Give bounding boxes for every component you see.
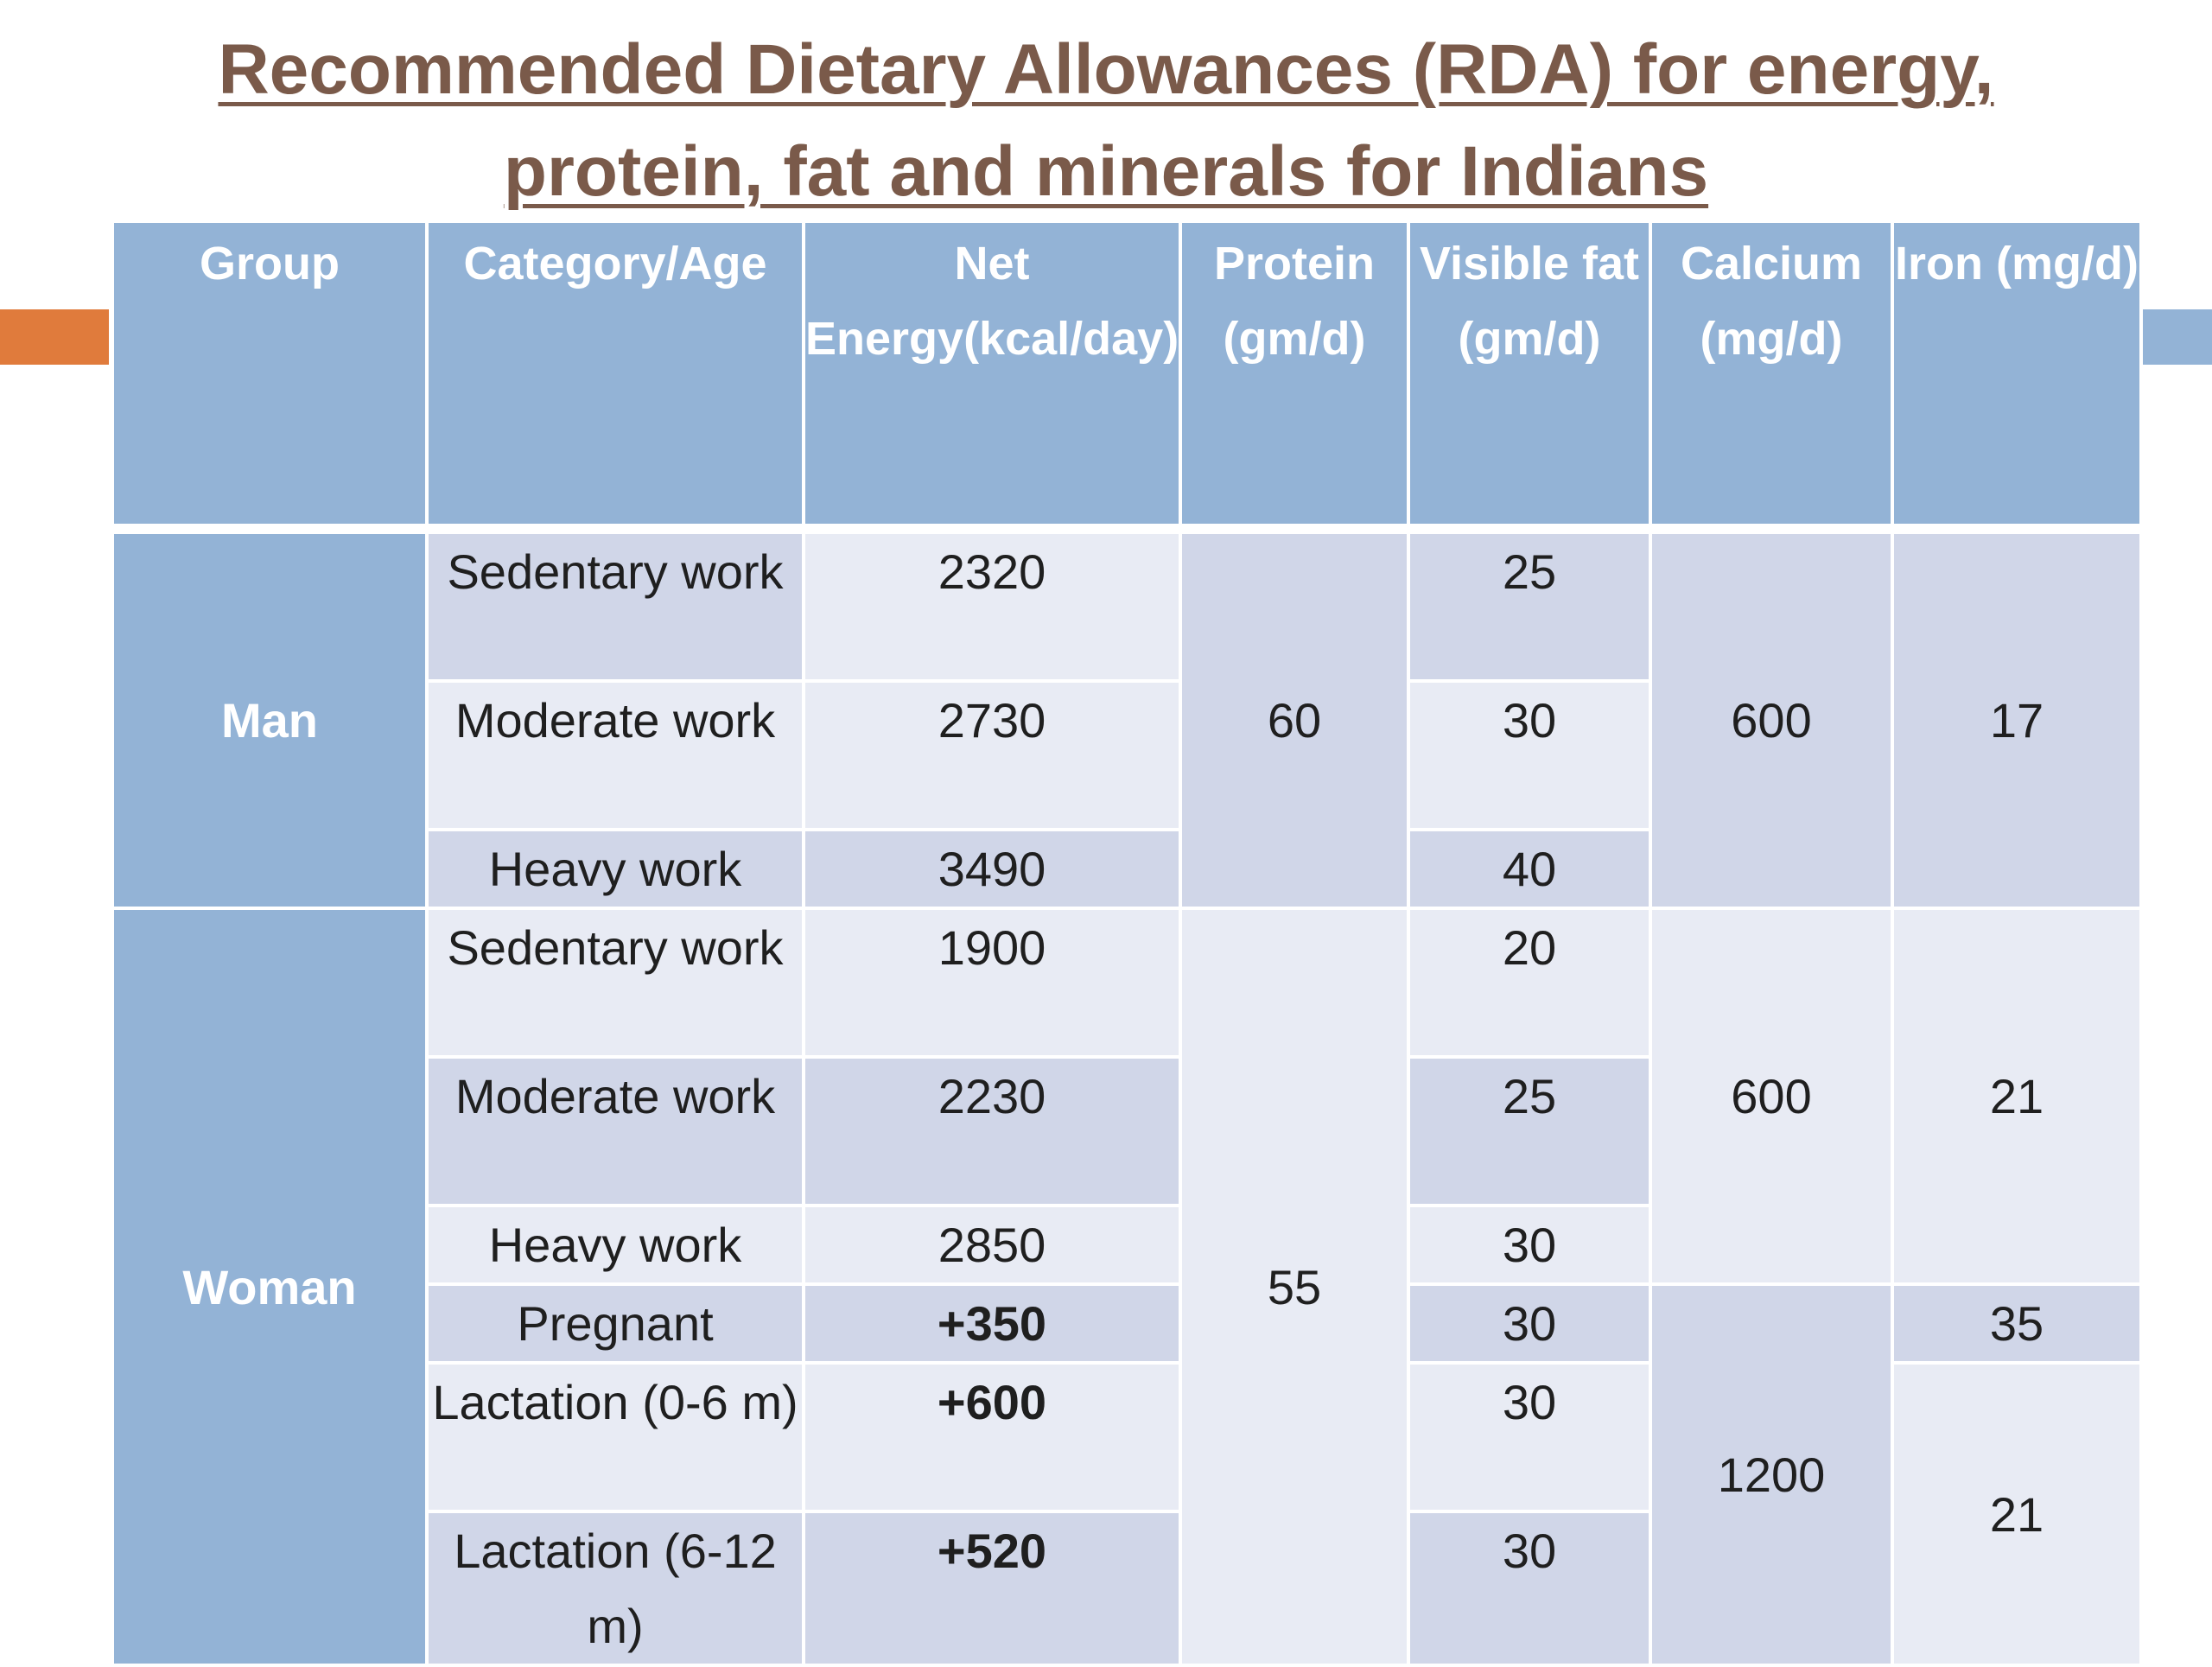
- iron-cell: 21: [1891, 907, 2143, 1286]
- page-title: Recommended Dietary Allowances (RDA) for…: [0, 19, 2212, 223]
- calcium-cell: 600: [1649, 527, 1894, 910]
- table-row: Heavy work 3490 40: [112, 828, 2141, 910]
- iron-cell: 35: [1891, 1282, 2143, 1365]
- table-row: Lactation (0-6 m) +600 30 21: [112, 1361, 2143, 1667]
- header-iron: Iron (mg/d): [1891, 220, 2143, 531]
- group-man: Man: [111, 527, 429, 910]
- energy-cell: 1900: [802, 907, 1182, 1059]
- fat-cell: 30: [1407, 1282, 1652, 1365]
- iron-cell: 17: [1891, 527, 2143, 910]
- fat-cell: 25: [1407, 527, 1652, 683]
- category-cell: Heavy work: [425, 828, 805, 910]
- table-row: Moderate work 2730 30: [112, 679, 2141, 831]
- header-energy: Net Energy(kcal/day): [802, 220, 1182, 531]
- table-row: Lactation (6-12 m) +520 30: [112, 1510, 2141, 1667]
- table-row: Heavy work 2850 30: [112, 1204, 2141, 1286]
- fat-cell: 40: [1407, 828, 1652, 910]
- fat-cell: 20: [1407, 907, 1652, 1059]
- energy-cell: +350: [802, 1282, 1182, 1365]
- protein-cell: 55: [1179, 907, 1410, 1667]
- fat-cell: 25: [1407, 1055, 1652, 1207]
- header-group: Group: [111, 220, 429, 531]
- fat-cell: 30: [1407, 1510, 1652, 1667]
- category-cell: Lactation (0-6 m): [425, 1361, 805, 1513]
- table-row: Pregnant +350 30 1200 35: [112, 1282, 2143, 1667]
- category-cell: Pregnant: [425, 1282, 805, 1365]
- energy-cell: 2850: [802, 1204, 1182, 1286]
- header-fat: Visible fat (gm/d): [1407, 220, 1652, 531]
- title-line-1: Recommended Dietary Allowances (RDA) for…: [218, 30, 1994, 109]
- calcium-cell: 600: [1649, 907, 1894, 1286]
- fat-cell: 30: [1407, 679, 1652, 831]
- calcium-cell: 1200: [1649, 1282, 1894, 1667]
- category-cell: Moderate work: [425, 679, 805, 831]
- energy-cell: 2730: [802, 679, 1182, 831]
- rda-table: Group Category/Age Net Energy(kcal/day) …: [111, 220, 2143, 1667]
- energy-cell: 2320: [802, 527, 1182, 683]
- header-protein: Protein (gm/d): [1179, 220, 1410, 531]
- header-category: Category/Age: [425, 220, 805, 531]
- category-cell: Moderate work: [425, 1055, 805, 1207]
- category-cell: Sedentary work: [425, 907, 805, 1059]
- energy-cell: 3490: [802, 828, 1182, 910]
- iron-cell: 21: [1891, 1361, 2143, 1667]
- energy-cell: +520: [802, 1510, 1182, 1667]
- energy-cell: +600: [802, 1361, 1182, 1513]
- group-woman: Woman: [111, 907, 429, 1667]
- table-row: Woman Sedentary work 1900 55 20 600 21: [111, 907, 2143, 1667]
- category-cell: Lactation (6-12 m): [425, 1510, 805, 1667]
- blue-accent-bar: [2139, 309, 2212, 365]
- header-row: Group Category/Age Net Energy(kcal/day) …: [111, 220, 2143, 531]
- fat-cell: 30: [1407, 1361, 1652, 1513]
- fat-cell: 30: [1407, 1204, 1652, 1286]
- category-cell: Heavy work: [425, 1204, 805, 1286]
- protein-cell: 60: [1179, 527, 1410, 910]
- title-line-2: protein, fat and minerals for Indians: [503, 132, 1709, 211]
- header-calcium: Calcium (mg/d): [1649, 220, 1894, 531]
- orange-accent-bar: [0, 309, 109, 365]
- table-row: Moderate work 2230 25: [112, 1055, 2141, 1207]
- energy-cell: 2230: [802, 1055, 1182, 1207]
- table-row: Man Sedentary work 2320 60 25 600 17: [111, 527, 2143, 910]
- category-cell: Sedentary work: [425, 527, 805, 683]
